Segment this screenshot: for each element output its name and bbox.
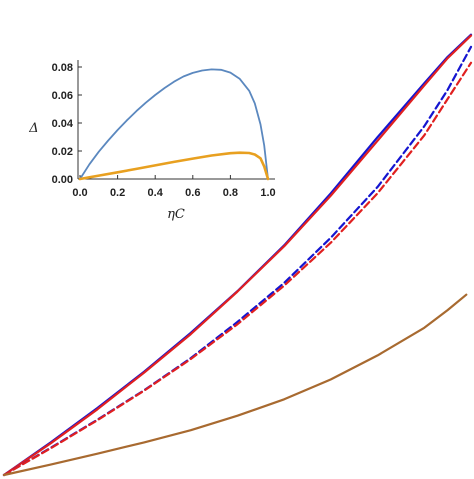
inset-lines (78, 68, 270, 181)
inset-x-tick-label: 0.8 (223, 187, 238, 199)
inset-x-tick-label: 1.0 (260, 187, 275, 199)
inset-y-tick-label: 0.08 (52, 62, 73, 74)
inset-y-tick-label: 0.00 (52, 174, 73, 186)
inset-x-tick-label: 0.0 (72, 187, 87, 199)
inset-y-axis-label: Δ (28, 121, 38, 136)
inset-plot: 0.0 0.2 0.4 0.6 0.8 1.0 0.00 0.02 0.04 0.06 0.08 Δ… (28, 58, 276, 222)
inset-x-tick-label: 0.6 (185, 187, 200, 199)
inset-y-tick-label: 0.02 (52, 146, 73, 158)
inset-series-line-2 (78, 151, 270, 181)
inset-x-tick-label: 0.4 (148, 187, 164, 199)
main-series-line-5 (2, 293, 468, 477)
inset-ticks: 0.0 0.2 0.4 0.6 0.8 1.0 0.00 0.02 0.04 0.06 0.08 (52, 62, 276, 199)
main-series-line-2 (2, 34, 473, 477)
inset-y-tick-label: 0.04 (52, 118, 74, 130)
inset-y-tick-label: 0.06 (52, 90, 73, 102)
inset-x-tick-label: 0.2 (110, 187, 125, 199)
inset-x-axis-label: ηC (167, 207, 185, 222)
main-series-line-4 (2, 61, 473, 477)
inset-series-line-1 (79, 68, 269, 180)
main-plot (2, 33, 473, 477)
